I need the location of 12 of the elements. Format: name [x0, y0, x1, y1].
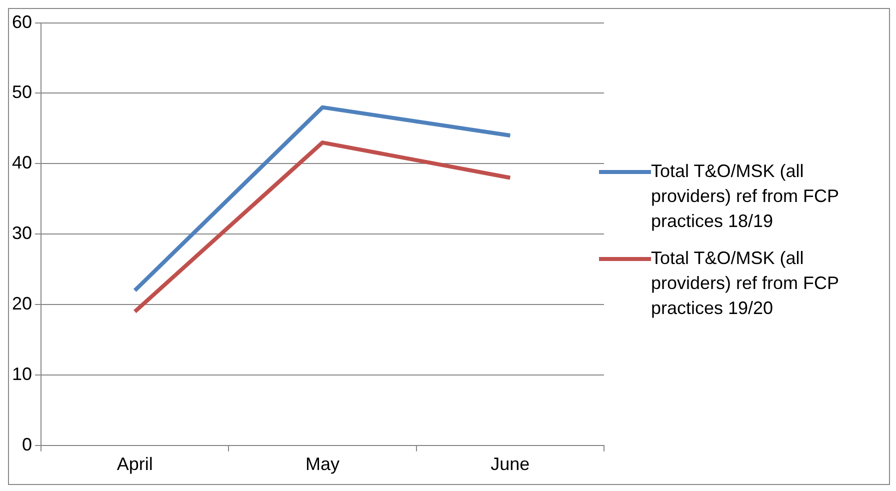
x-tick-label: April — [116, 454, 153, 474]
x-tick-label: May — [306, 454, 340, 474]
y-tick-label: 10 — [12, 364, 32, 384]
x-tick-label: June — [490, 454, 530, 474]
y-tick-label: 40 — [12, 152, 32, 173]
legend-label: Total T&O/MSK (all providers) ref from FCP practices 18/19 — [651, 160, 840, 233]
y-tick-label: 30 — [12, 223, 32, 244]
y-tick-label: 0 — [22, 434, 32, 454]
y-tick-label: 20 — [12, 294, 32, 314]
y-tick-label: 50 — [12, 82, 32, 102]
legend-label: Total T&O/MSK (all providers) ref from FCP practices 19/20 — [651, 247, 840, 320]
y-tick-label: 60 — [12, 12, 32, 32]
